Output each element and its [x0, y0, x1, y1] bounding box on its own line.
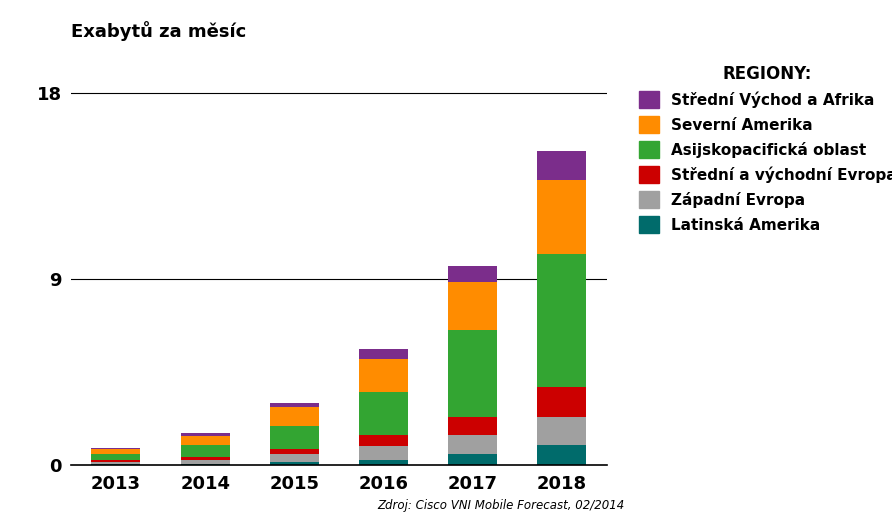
Bar: [448, 435, 498, 454]
Bar: [91, 454, 140, 460]
Bar: [448, 417, 498, 435]
Bar: [359, 446, 408, 460]
Bar: [269, 407, 319, 426]
Bar: [269, 403, 319, 407]
Bar: [269, 454, 319, 462]
Bar: [448, 282, 498, 330]
Bar: [180, 436, 230, 445]
Legend: Střední Východ a Afrika, Severní Amerika, Asijskopacifická oblast, Střední a výc: Střední Východ a Afrika, Severní Amerika…: [636, 62, 892, 236]
Bar: [537, 180, 586, 254]
Bar: [448, 266, 498, 282]
Bar: [537, 417, 586, 445]
Bar: [180, 445, 230, 457]
Bar: [269, 462, 319, 465]
Text: Zdroj: Cisco VNI Mobile Forecast, 02/2014: Zdroj: Cisco VNI Mobile Forecast, 02/201…: [377, 499, 624, 512]
Bar: [180, 457, 230, 460]
Bar: [180, 460, 230, 464]
Bar: [269, 449, 319, 454]
Bar: [91, 448, 140, 449]
Bar: [359, 349, 408, 359]
Text: Exabytů za měsíc: Exabytů za měsíc: [71, 21, 246, 41]
Bar: [448, 330, 498, 417]
Bar: [91, 464, 140, 465]
Bar: [91, 462, 140, 464]
Bar: [537, 445, 586, 465]
Bar: [91, 460, 140, 462]
Bar: [269, 426, 319, 449]
Bar: [359, 392, 408, 435]
Bar: [180, 433, 230, 436]
Bar: [91, 449, 140, 454]
Bar: [359, 359, 408, 392]
Bar: [537, 254, 586, 387]
Bar: [537, 387, 586, 417]
Bar: [448, 454, 498, 465]
Bar: [359, 460, 408, 465]
Bar: [537, 151, 586, 180]
Bar: [180, 464, 230, 465]
Bar: [359, 435, 408, 446]
